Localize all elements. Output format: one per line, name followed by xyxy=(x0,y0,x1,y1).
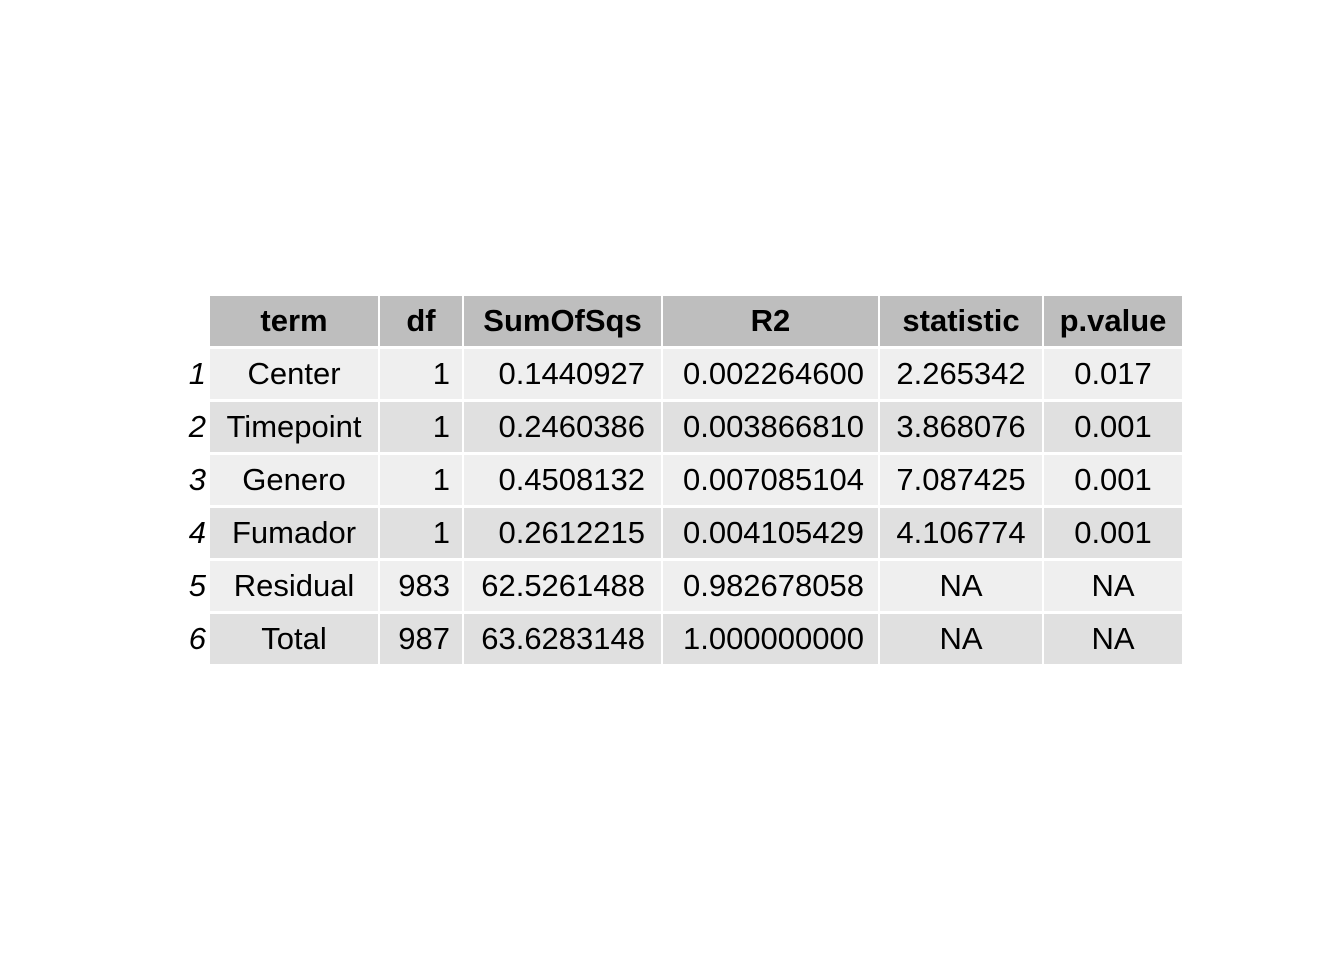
table-cell: 1 xyxy=(380,508,462,558)
table-cell: NA xyxy=(880,561,1042,611)
table-cell: Total xyxy=(210,614,378,664)
column-header-statistic: statistic xyxy=(880,296,1042,346)
table-cell: Residual xyxy=(210,561,378,611)
column-header-term: term xyxy=(210,296,378,346)
table-cell: 0.001 xyxy=(1044,508,1182,558)
table-cell: 2.265342 xyxy=(880,349,1042,399)
table-cell: 7.087425 xyxy=(880,455,1042,505)
table-cell: 0.4508132 xyxy=(464,455,661,505)
table-cell: 1 xyxy=(380,349,462,399)
row-number: 2 xyxy=(188,409,206,444)
table-cell: 987 xyxy=(380,614,462,664)
table-cell: Timepoint xyxy=(210,402,378,452)
table-cell: 0.007085104 xyxy=(663,455,878,505)
column-header-p-value: p.value xyxy=(1044,296,1182,346)
table-cell: Center xyxy=(210,349,378,399)
column-header-sumofsqs: SumOfSqs xyxy=(464,296,661,346)
table-cell: 0.001 xyxy=(1044,402,1182,452)
row-number: 1 xyxy=(188,356,206,391)
table-cell: Fumador xyxy=(210,508,378,558)
table-cell: 3.868076 xyxy=(880,402,1042,452)
table-cell: 0.002264600 xyxy=(663,349,878,399)
table-cell: 63.6283148 xyxy=(464,614,661,664)
table-cell: 0.003866810 xyxy=(663,402,878,452)
column-header-df: df xyxy=(380,296,462,346)
table-cell: 62.5261488 xyxy=(464,561,661,611)
table-cell: 983 xyxy=(380,561,462,611)
table-cell: 1 xyxy=(380,455,462,505)
row-number: 5 xyxy=(188,568,206,603)
table-cell: Genero xyxy=(210,455,378,505)
row-number: 6 xyxy=(188,621,206,656)
row-number: 4 xyxy=(188,515,206,550)
table-cell: 1 xyxy=(380,402,462,452)
table-cell: 0.2460386 xyxy=(464,402,661,452)
column-header-r2: R2 xyxy=(663,296,878,346)
table-cell: NA xyxy=(1044,614,1182,664)
table-cell: 0.982678058 xyxy=(663,561,878,611)
row-number: 3 xyxy=(188,462,206,497)
table-cell: 4.106774 xyxy=(880,508,1042,558)
table-cell: NA xyxy=(1044,561,1182,611)
table-cell: 0.001 xyxy=(1044,455,1182,505)
table-cell: 0.017 xyxy=(1044,349,1182,399)
table-cell: 0.2612215 xyxy=(464,508,661,558)
table-cell: 0.004105429 xyxy=(663,508,878,558)
table-cell: 0.1440927 xyxy=(464,349,661,399)
table-cell: 1.000000000 xyxy=(663,614,878,664)
table-cell: NA xyxy=(880,614,1042,664)
